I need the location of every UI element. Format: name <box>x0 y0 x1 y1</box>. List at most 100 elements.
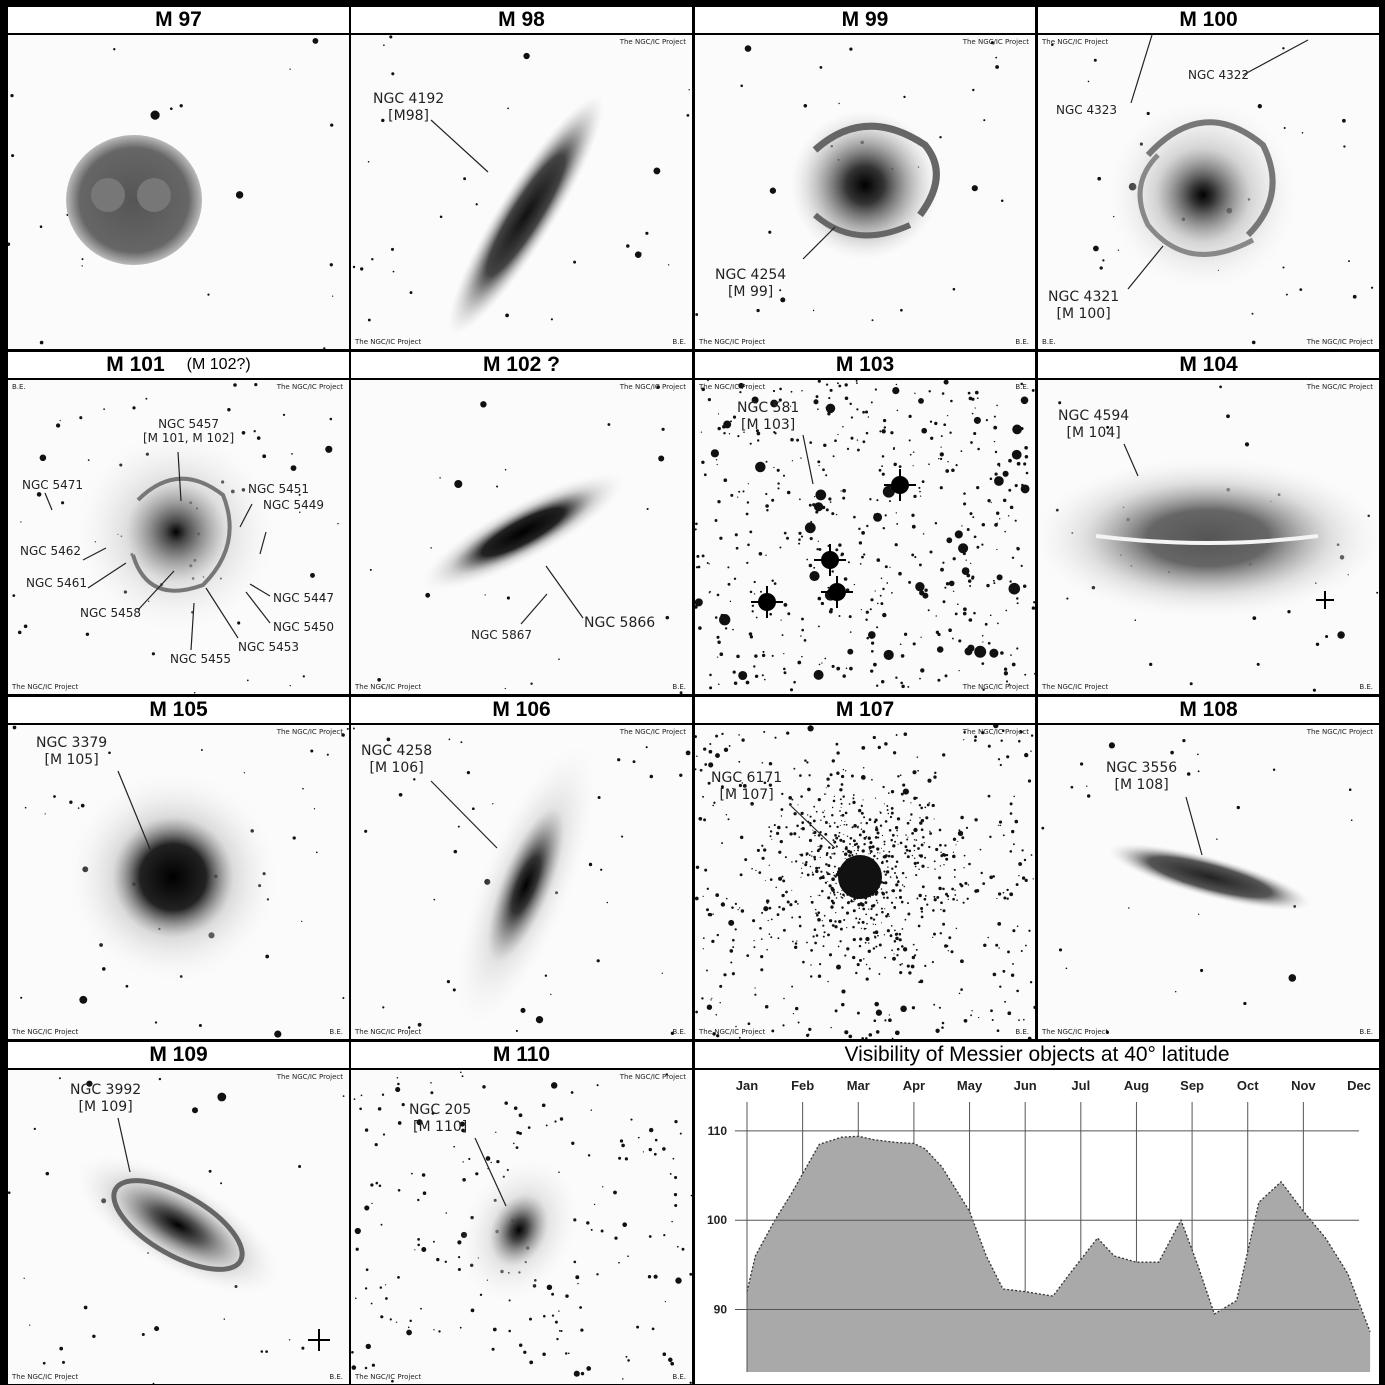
spiral-arm <box>131 476 232 593</box>
galaxy-ngc-3992 <box>75 1155 281 1295</box>
credit-credit_br: B.E. <box>329 1373 343 1381</box>
panel-title: M 103 <box>695 352 1035 380</box>
credit-credit_br: B.E. <box>672 683 686 691</box>
object-label: NGC 5458 <box>80 606 141 620</box>
panel-title: M 110 <box>351 1042 692 1070</box>
panel-title-text: M 106 <box>492 698 551 721</box>
object-label: NGC 5461 <box>26 576 87 590</box>
object-label-line: [M 107] <box>719 787 774 803</box>
sky-plate <box>369 385 683 694</box>
object-label-line: [M 105] <box>44 752 99 768</box>
leader-line <box>1127 245 1164 290</box>
object-label-line: NGC 5462 <box>20 544 82 558</box>
credit-credit_tl: B.E. <box>12 383 26 391</box>
field-stars <box>8 37 334 349</box>
month-tick-label: Aug <box>1124 1078 1149 1093</box>
chart-title: Visibility of Messier objects at 40° lat… <box>695 1042 1379 1070</box>
object-label-line: NGC 4192 <box>373 91 445 107</box>
credit-credit_bl: The NGC/IC Project <box>699 1028 766 1036</box>
object-label-line: NGC 5867 <box>471 628 533 642</box>
visibility-area <box>747 1136 1371 1372</box>
panel-title-text: M 108 <box>1179 698 1238 721</box>
panel-title-text: M 102 ? <box>482 353 561 376</box>
bright-star <box>1316 591 1334 609</box>
panel-subtitle: (M 102?) <box>186 356 251 373</box>
object-label: NGC 5447 <box>273 591 334 605</box>
spiral-arm <box>812 122 940 218</box>
panel-m-99: M 99 NGC 4254 [M 99] The NGC/IC Project The … <box>695 7 1035 349</box>
panel-title-text: M 104 <box>1179 353 1238 376</box>
panel-title-text: M 98 <box>498 8 545 31</box>
leader-line <box>430 780 498 849</box>
visibility-line <box>746 1135 1371 1333</box>
credit-credit_top: The NGC/IC Project <box>1306 383 1373 391</box>
panel-m-107: M 107 NGC 6171 [M 107] The NGC/IC Project Th… <box>695 697 1035 1039</box>
sky-image: NGC 3992 [M 109] The NGC/IC Project The NGC… <box>8 1070 349 1384</box>
leader-line <box>190 602 195 651</box>
credit-credit_bl: The NGC/IC Project <box>355 1373 422 1381</box>
diffraction-spike <box>814 544 846 576</box>
panel-title-text: M 105 <box>149 698 208 721</box>
credit-credit_br: B.E. <box>329 1028 343 1036</box>
panel-title: M 101 (M 102?) <box>8 352 349 380</box>
object-label: NGC 3992 [M 109] <box>70 1082 141 1116</box>
leader-line <box>205 587 239 639</box>
spiral-ring <box>111 1178 245 1272</box>
panel-title: M 109 <box>8 1042 349 1070</box>
leader-line <box>177 451 182 502</box>
sky-image: NGC 4192 [M98] The NGC/IC Project The NGC/I… <box>351 35 692 349</box>
leader-line <box>87 562 127 589</box>
value-tick-label: 90 <box>714 1303 728 1317</box>
object-label: NGC 4254 [M 99] <box>715 267 786 301</box>
month-tick-label: May <box>957 1078 983 1093</box>
month-tick-label: Jun <box>1014 1078 1037 1093</box>
panel-title-text: M 109 <box>149 1043 208 1066</box>
credit-credit_br: B.E. <box>672 1028 686 1036</box>
spiral-arm <box>813 212 912 239</box>
sky-plate <box>695 725 1035 1039</box>
credit-credit_bl: The NGC/IC Project <box>12 1028 79 1036</box>
month-tick-label: Mar <box>847 1078 870 1093</box>
leader-line <box>249 583 271 597</box>
leader-line <box>239 503 253 528</box>
galaxy-ngc-4192 <box>448 95 604 335</box>
object-label-line: NGC 4321 <box>1048 289 1120 305</box>
object-label-line: [M 104] <box>1066 425 1121 441</box>
galaxy-ngc-5866 <box>420 472 626 592</box>
month-tick-label: Apr <box>903 1078 925 1093</box>
credit-credit_br: B.E. <box>1015 338 1029 346</box>
panel-title-text: M 100 <box>1179 8 1238 31</box>
object-label-line: NGC 5455 <box>170 652 232 666</box>
panel-title-text: M 103 <box>835 353 895 376</box>
panel-title-text: M 110 <box>492 1043 551 1066</box>
panel-m-101: M 101 (M 102?) NGC 5457 [M 101, M 102] NGC 5… <box>8 352 349 694</box>
object-label: NGC 6171 [M 107] <box>711 770 782 804</box>
sky-plate <box>1038 385 1379 692</box>
object-label-line: NGC 581 <box>737 400 800 416</box>
month-tick-label: Nov <box>1291 1078 1316 1093</box>
diffraction-spike <box>884 469 916 501</box>
panel-title: M 97 <box>8 7 349 35</box>
spiral-arm <box>1137 153 1255 257</box>
panel-m-97: M 97 <box>8 7 349 349</box>
leader-line <box>259 531 267 555</box>
object-label-line: NGC 3556 <box>1106 760 1178 776</box>
object-label-line: NGC 4254 <box>715 267 787 283</box>
credit-credit_top: The NGC/IC Project <box>619 1073 686 1081</box>
object-label: NGC 5450 <box>273 620 334 634</box>
credit-credit_bl: The NGC/IC Project <box>12 1373 79 1381</box>
sky-plate <box>12 725 349 1038</box>
panel-title: M 100 <box>1038 7 1379 35</box>
object-label-line: NGC 3379 <box>36 735 108 751</box>
credit-credit_tl: The NGC/IC Project <box>699 383 766 391</box>
object-label: NGC 5451 <box>248 482 309 496</box>
object-label-line: NGC 5866 <box>584 615 656 631</box>
credit-credit_top: The NGC/IC Project <box>619 38 686 46</box>
object-label-line: NGC 5453 <box>238 640 300 654</box>
panel-title-text: M 101 <box>106 353 165 376</box>
leader-line <box>802 226 836 260</box>
diffraction-spike <box>751 586 783 618</box>
object-label: NGC 4594 [M 104] <box>1058 408 1129 442</box>
sky-plate <box>8 1077 345 1384</box>
leader-line <box>44 492 53 511</box>
